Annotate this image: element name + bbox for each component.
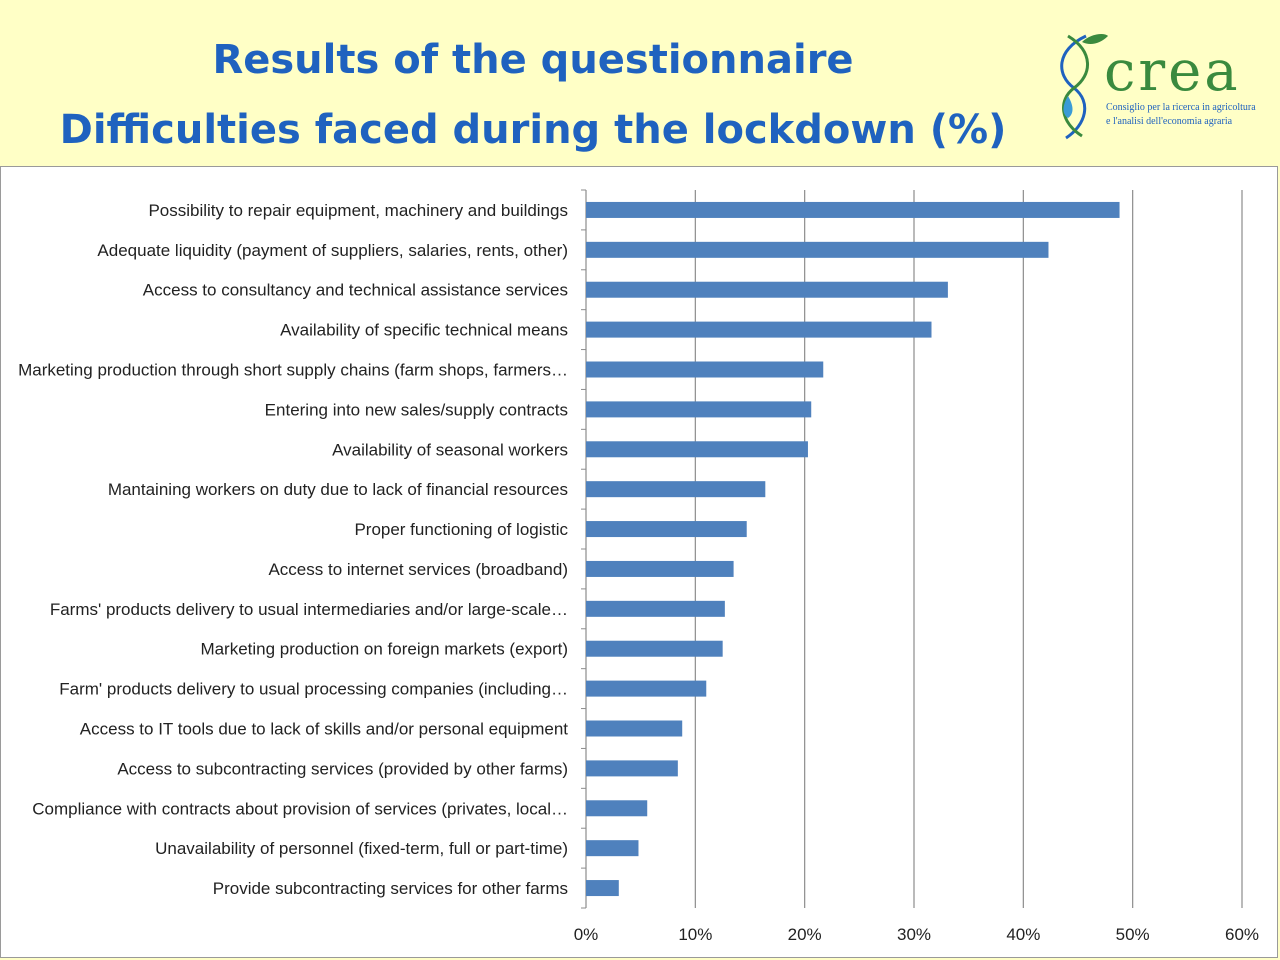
x-tick-label: 20% — [788, 925, 822, 944]
category-label: Compliance with contracts about provisio… — [32, 799, 568, 818]
category-label: Access to IT tools due to lack of skills… — [80, 720, 568, 739]
x-tick-label: 50% — [1116, 925, 1150, 944]
x-tick-label: 0% — [574, 925, 599, 944]
bar — [586, 600, 725, 617]
bar — [586, 441, 808, 458]
x-tick-label: 60% — [1225, 925, 1259, 944]
category-label: Adequate liquidity (payment of suppliers… — [97, 241, 568, 260]
category-label: Marketing production through short suppl… — [18, 361, 568, 380]
page-title: Results of the questionnaire — [212, 37, 854, 83]
chart-panel: Possibility to repair equipment, machine… — [0, 166, 1278, 958]
bar — [586, 640, 723, 657]
category-label: Possibility to repair equipment, machine… — [148, 201, 568, 220]
category-label: Access to subcontracting services (provi… — [117, 759, 568, 778]
crea-logo-icon — [1060, 34, 1108, 140]
logo-tagline-1: Consiglio per la ricerca in agricoltura — [1106, 102, 1256, 113]
category-label: Entering into new sales/supply contracts — [265, 400, 568, 419]
bar — [586, 321, 932, 338]
category-label: Availability of seasonal workers — [332, 440, 568, 459]
bar — [586, 481, 766, 498]
category-label: Farm' products delivery to usual process… — [59, 680, 568, 699]
logo-tagline-2: e l'analisi dell'economia agraria — [1106, 116, 1233, 127]
x-tick-label: 10% — [678, 925, 712, 944]
bar — [586, 281, 948, 298]
category-label: Farms' products delivery to usual interm… — [50, 600, 568, 619]
category-label: Access to consultancy and technical assi… — [143, 281, 568, 300]
bar — [586, 521, 747, 538]
category-label: Provide subcontracting services for othe… — [213, 879, 568, 898]
category-label: Access to internet services (broadband) — [268, 560, 568, 579]
bar — [586, 840, 639, 857]
bar — [586, 720, 683, 737]
x-tick-label: 30% — [897, 925, 931, 944]
bar — [586, 880, 619, 897]
x-tick-label: 40% — [1006, 925, 1040, 944]
bar — [586, 560, 734, 577]
bar — [586, 201, 1120, 218]
bar — [586, 401, 812, 418]
bar-chart: Possibility to repair equipment, machine… — [18, 189, 1259, 944]
category-label: Mantaining workers on duty due to lack o… — [108, 480, 568, 499]
bar — [586, 680, 707, 697]
category-label: Proper functioning of logistic — [354, 520, 568, 539]
category-label: Marketing production on foreign markets … — [200, 640, 568, 659]
bar — [586, 361, 824, 378]
category-label: Availability of specific technical means — [280, 321, 568, 340]
bar — [586, 241, 1049, 258]
category-label: Unavailability of personnel (fixed-term,… — [155, 839, 568, 858]
logo-wordmark: crea — [1104, 39, 1241, 104]
bar — [586, 760, 678, 777]
page-subtitle: Difficulties faced during the lockdown (… — [59, 107, 1007, 153]
bar — [586, 800, 648, 817]
